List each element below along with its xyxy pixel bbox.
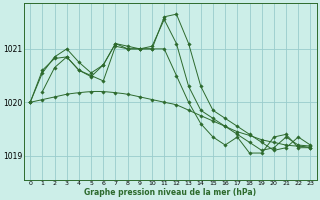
X-axis label: Graphe pression niveau de la mer (hPa): Graphe pression niveau de la mer (hPa) [84, 188, 256, 197]
